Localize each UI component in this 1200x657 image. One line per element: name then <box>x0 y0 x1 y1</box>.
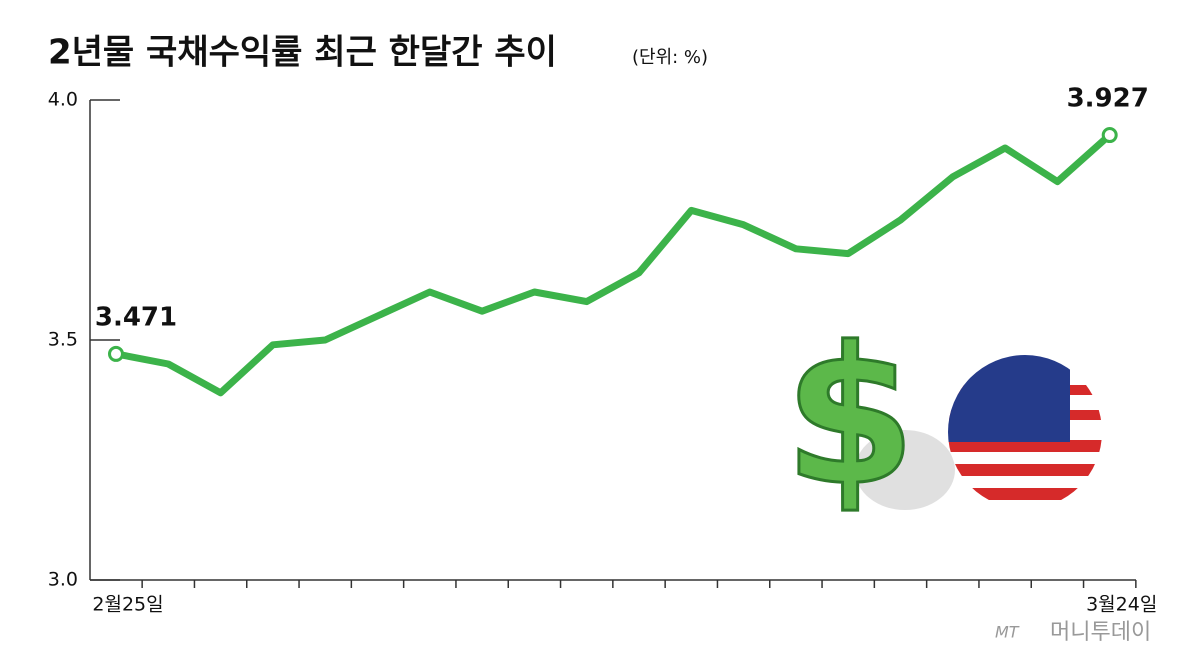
flag <box>948 355 1102 509</box>
source: 머니투데이 <box>1050 620 1151 645</box>
end-marker <box>1101 127 1118 144</box>
chart-subtitle: (단위: %) <box>632 47 708 68</box>
illustration: $ <box>782 305 1102 529</box>
x-tick-label: 3월24일 <box>1086 594 1157 616</box>
chart-title: 2년물 국채수익률 최근 한달간 추이 <box>48 33 557 73</box>
value-label: 3.927 <box>1067 84 1149 114</box>
x-tick-label: 2월25일 <box>92 594 163 616</box>
source-logo: MT <box>995 623 1020 642</box>
y-tick-label: 4.0 <box>48 89 78 111</box>
y-tick-label: 3.0 <box>48 569 78 591</box>
end-marker <box>108 345 124 362</box>
dollar-sign: $ <box>784 306 916 527</box>
value-label: 3.471 <box>95 302 177 332</box>
shadow <box>855 430 955 510</box>
y-tick-label: 3.5 <box>48 329 78 351</box>
line <box>115 132 1113 397</box>
